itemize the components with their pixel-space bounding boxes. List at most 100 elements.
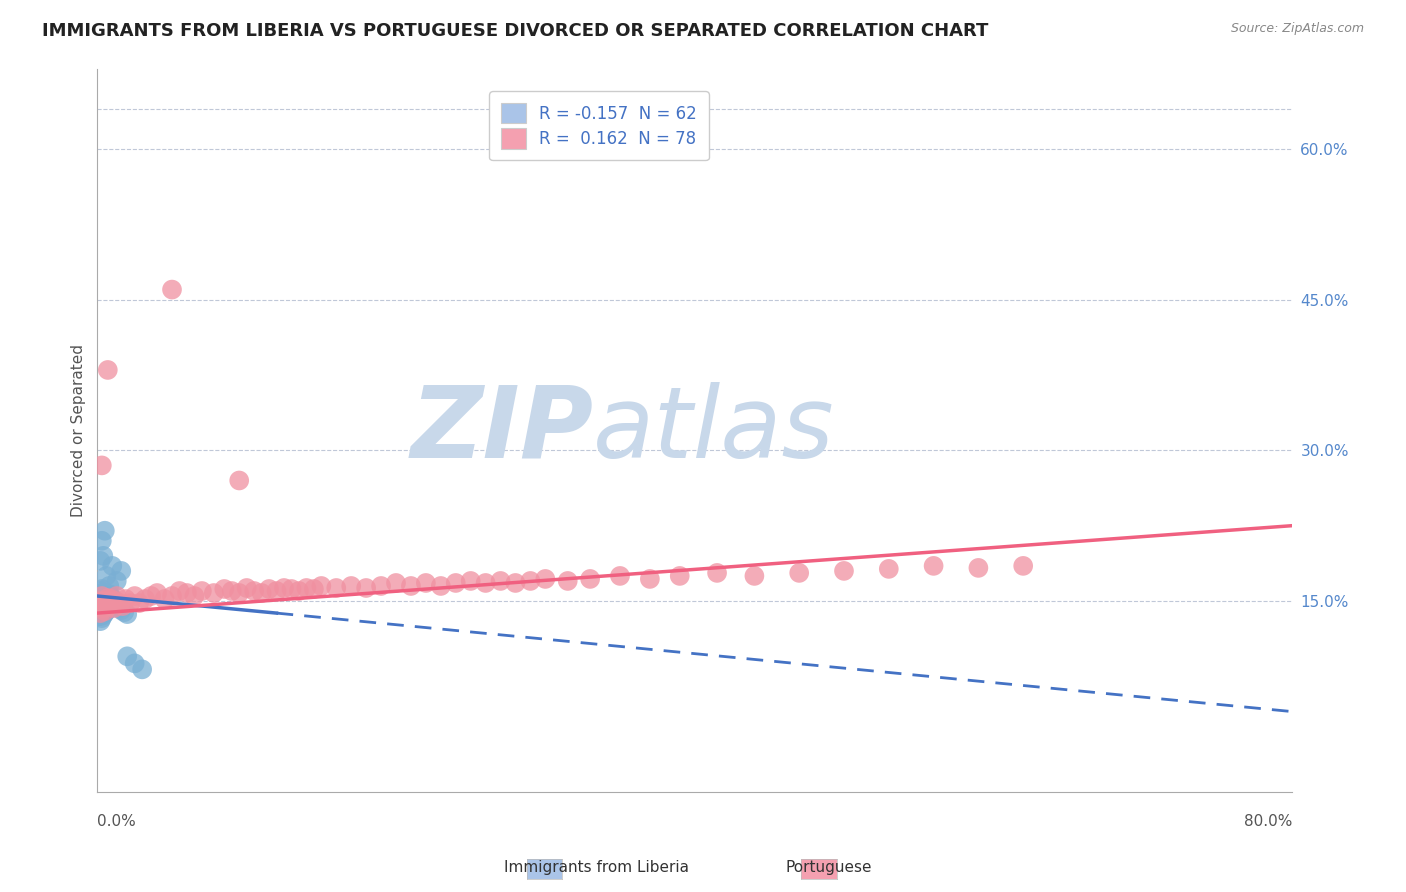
Point [877,562,900,576]
Point [111,599,134,613]
Point [97,591,120,605]
Point [370,579,392,593]
Point [97,595,120,609]
Point [96,590,118,604]
Point [967,561,990,575]
Point [98,579,121,593]
Point [153,592,176,607]
Point [250,586,273,600]
Point [91,601,114,615]
Point [89,594,111,608]
Point [139,589,162,603]
Point [787,566,810,580]
Point [94,593,117,607]
Point [288,584,311,599]
Point [110,603,132,617]
Point [90,594,112,608]
Point [302,582,325,596]
Point [325,581,347,595]
Point [94,586,117,600]
Point [91,549,114,563]
Point [87,604,110,618]
Text: Immigrants from Liberia: Immigrants from Liberia [503,860,689,874]
Point [128,596,150,610]
Point [354,581,377,595]
Point [90,458,112,473]
Point [98,599,121,613]
Point [385,576,408,591]
Point [922,558,945,573]
Point [87,599,110,613]
Point [415,576,437,591]
Point [91,608,114,623]
Point [96,604,118,618]
Point [257,582,280,596]
Point [89,587,111,601]
Text: Portuguese: Portuguese [785,860,872,874]
Point [89,606,111,620]
Point [112,605,135,619]
Point [87,599,110,613]
Point [90,596,112,610]
Point [94,594,117,608]
Point [228,474,250,488]
Point [89,597,111,611]
Point [89,609,111,624]
Point [90,589,112,603]
Point [579,572,602,586]
Point [399,579,422,593]
Point [101,558,124,573]
Point [169,584,191,599]
Point [280,582,302,596]
Point [273,581,295,595]
Point [101,598,124,612]
Point [638,572,661,586]
Point [832,564,855,578]
Text: IMMIGRANTS FROM LIBERIA VS PORTUGUESE DIVORCED OR SEPARATED CORRELATION CHART: IMMIGRANTS FROM LIBERIA VS PORTUGUESE DI… [42,22,988,40]
Point [91,596,114,610]
Point [98,601,121,615]
Legend: R = -0.157  N = 62, R =  0.162  N = 78: R = -0.157 N = 62, R = 0.162 N = 78 [489,91,709,161]
Point [460,574,482,588]
Point [444,576,467,591]
Point [191,584,214,599]
Point [90,582,112,596]
Point [183,589,205,603]
Point [100,599,122,613]
Point [89,584,111,599]
Point [97,588,120,602]
Text: ZIP: ZIP [411,382,593,479]
Point [505,576,527,591]
Text: 80.0%: 80.0% [1244,814,1292,829]
Point [89,614,111,628]
Point [668,569,690,583]
Text: 0.0%: 0.0% [97,814,136,829]
Point [474,576,496,591]
Point [235,581,257,595]
Point [104,594,127,608]
Point [609,569,631,583]
Point [744,569,766,583]
Point [534,572,557,586]
Point [311,579,333,593]
Point [100,592,122,607]
Point [108,601,131,615]
Point [94,604,117,618]
Point [94,524,117,538]
Point [131,662,153,676]
Point [87,594,110,608]
Point [110,564,132,578]
Point [134,592,156,607]
Point [124,589,146,603]
Point [90,611,112,625]
Point [89,604,111,618]
Point [115,607,138,621]
Point [91,603,114,617]
Point [489,574,512,588]
Point [89,601,111,615]
Point [101,591,124,605]
Point [91,589,114,603]
Point [97,602,120,616]
Point [97,363,120,377]
Point [100,592,122,607]
